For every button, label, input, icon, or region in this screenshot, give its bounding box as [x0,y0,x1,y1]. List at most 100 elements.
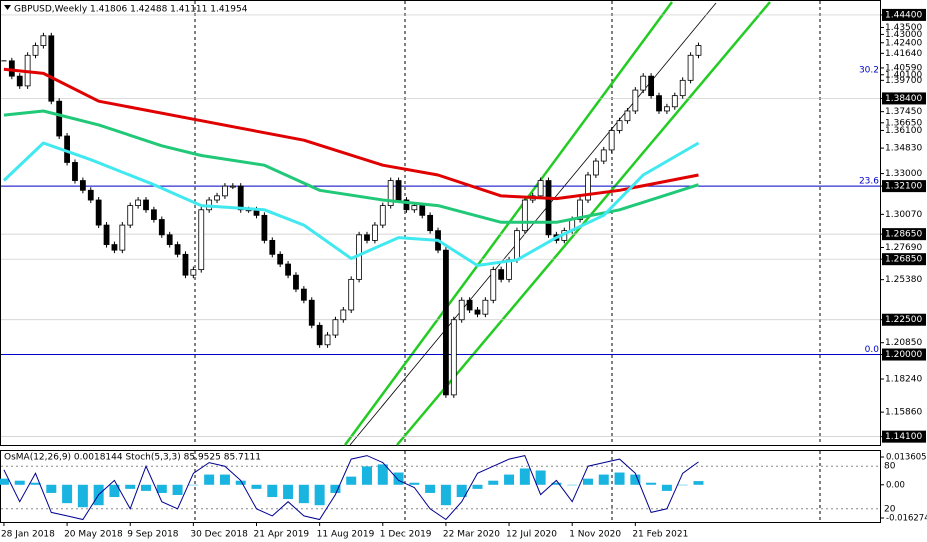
candle [648,75,655,97]
osma-bar [298,484,309,504]
candle [214,195,220,201]
candle [229,185,236,188]
candle [695,45,702,56]
y-tick-label: 1.28650 [885,230,922,240]
period-separators [194,1,821,522]
candle [545,180,552,236]
tick-label-bg [882,253,926,266]
candle [277,253,284,265]
x-tick-label: 1 Nov 2020 [569,530,621,540]
y-tick-label: 1.18240 [885,375,922,385]
osma-bar [188,484,199,486]
osma-bar [251,484,262,489]
candle [427,214,434,232]
y-tick-label: 1.14100 [885,432,922,442]
candle [364,234,370,241]
candle [87,189,94,201]
candle [585,174,591,201]
y-tick-label: 1.42400 [885,38,922,48]
osma-bar [519,468,530,485]
x-tick-label: 20 May 2018 [64,530,123,540]
plot-layer: 30.2 23.6 0.0 [0,14,880,521]
y-tick-label: 1.40590 [885,63,922,73]
candle [521,199,528,232]
candle [624,110,631,122]
osma-bar [330,484,341,493]
candle [143,199,149,211]
osma-bar [62,484,73,504]
candle [151,209,157,220]
y-tick-label: 1.36650 [885,118,922,128]
candle [490,269,497,301]
candle [16,75,23,87]
osma-bar [361,466,372,485]
y-tick-label: 1.34830 [885,144,922,154]
y-tick-label: 1.41640 [885,49,922,59]
candle [56,100,63,137]
candle [72,162,78,181]
osma-bar [646,482,657,485]
x-tick-label: 21 Feb 2021 [632,530,688,540]
moving-average [2,141,700,267]
fib-label: 30.2 [859,65,879,75]
osma-bar [425,484,436,493]
y-tick-label: 1.26850 [885,255,922,265]
candle [95,199,102,226]
candle [640,75,647,91]
y-tick-label: 0.00 [886,480,905,490]
tick-label-bg [882,8,926,21]
osma-bar [693,481,704,485]
candle [40,35,47,46]
candle [32,45,39,56]
candle [616,120,623,131]
candle [498,269,505,280]
candle [158,219,165,236]
chart-title: GBPUSD,Weekly 1.41806 1.42488 1.41111 1.… [14,5,248,15]
osma-bar [551,482,562,485]
osma-bar [172,484,183,495]
fib-label: 23.6 [859,177,879,187]
y-tick-label: 1.43500 [885,23,922,33]
candle [687,54,694,81]
y-tick-label: 1.25380 [885,275,922,285]
osma-bar [440,484,451,506]
candle [79,180,86,191]
osma-bar [677,484,688,486]
candle [261,214,268,241]
candle [482,299,489,315]
candle [419,205,426,216]
osma-bar [30,482,41,485]
x-tick-label: 12 Jul 2020 [506,530,557,540]
oscillator-title: OsMA(12,26,9) 0.0018144 Stoch(5,3,3) 85.… [4,453,261,463]
candle [592,160,599,176]
y-tick-label: 1.36100 [885,126,922,136]
y-tick-label: 1.15860 [885,408,922,418]
candle [458,299,465,321]
candle [411,205,418,211]
x-tick-label: 1 Dec 2019 [380,530,432,540]
x-tick-label: 30 Dec 2018 [190,530,248,540]
osma-bar [46,484,57,493]
osma-bar [204,474,215,485]
osma-bar [109,484,120,498]
y-tick-label: 1.40100 [885,70,922,80]
main-panel [0,0,881,446]
osma-bar [535,470,546,485]
fib-label: 0.0 [865,345,880,355]
candle [127,205,134,226]
x-tick-label: 22 Mar 2020 [443,530,500,540]
osma-bar [567,484,578,486]
candle [443,249,449,396]
candle [348,278,355,311]
moving-average [3,67,699,201]
candle [466,299,473,311]
osma-bar [267,484,278,498]
tick-label-bg [882,180,926,193]
moving-average [3,109,699,224]
osma-bar [409,482,420,485]
candle [379,205,386,226]
candle [222,185,228,197]
y-tick-label: 1.20000 [885,350,922,360]
osma-bar [235,480,246,485]
